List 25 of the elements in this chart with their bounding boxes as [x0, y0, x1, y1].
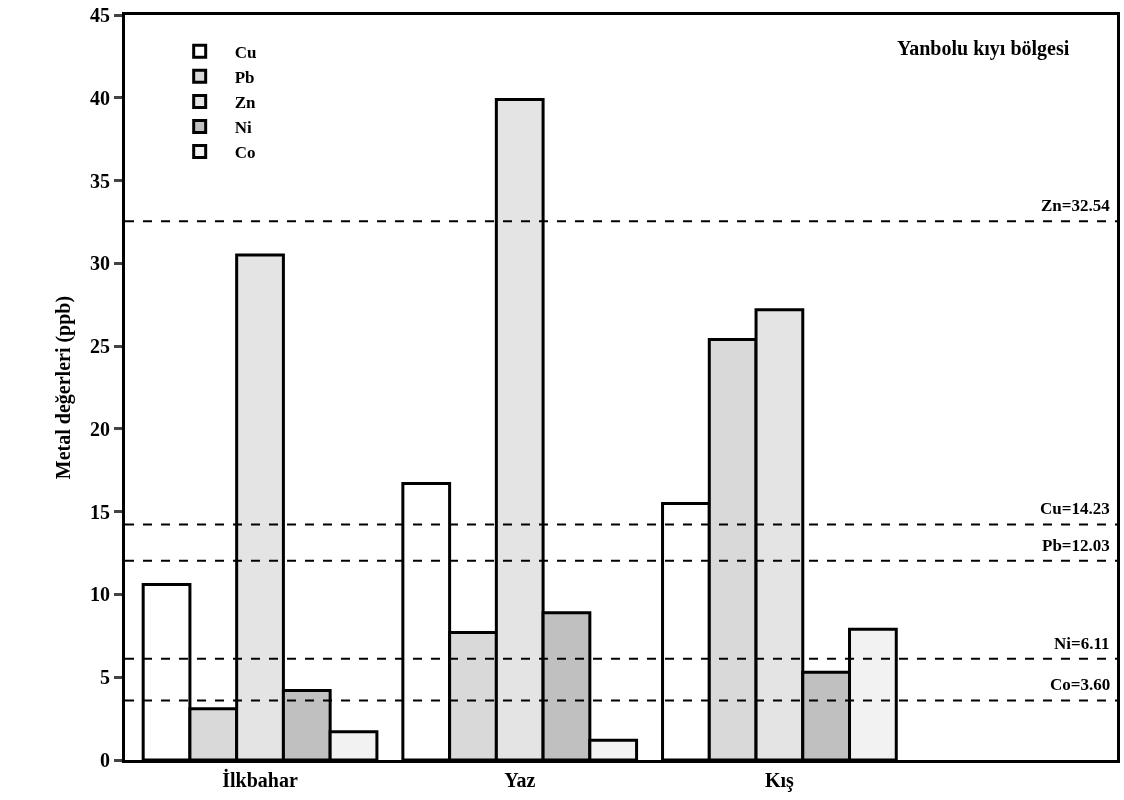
ref-line-label: Pb=12.03: [1042, 536, 1110, 555]
y-tick-label: 20: [90, 417, 110, 440]
y-tick-label: 25: [90, 335, 110, 358]
legend-label: Ni: [234, 118, 252, 138]
y-tick-label: 0: [100, 749, 110, 771]
y-tick-label: 45: [90, 4, 110, 26]
legend-label: Zn: [234, 93, 257, 112]
ref-line-label: Co=3.60: [1050, 675, 1111, 694]
legend-label: Pb: [234, 67, 255, 87]
ref-line-label: Zn=32.54: [1041, 196, 1111, 215]
y-tick-label: 35: [90, 169, 110, 192]
ref-line-label: Ni=6.11: [1054, 634, 1110, 653]
y-axis-title: Metal değerleri (ppb): [51, 295, 75, 480]
y-tick-label: 10: [90, 583, 110, 606]
y-tick-label: 40: [90, 86, 110, 109]
legend-label: Cu: [234, 42, 257, 62]
y-tick-label: 5: [100, 666, 110, 689]
legend-label: Co: [234, 143, 256, 163]
y-tick-label: 30: [90, 252, 110, 275]
x-tick-label: Kış: [764, 769, 795, 792]
x-tick-label: İlkbahar: [222, 768, 298, 791]
text: Yanbolu kıyı bölgesi: [897, 37, 1070, 60]
y-tick-label: 15: [90, 500, 110, 523]
ref-line-label: Cu=14.23: [1040, 499, 1110, 518]
x-tick-label: Yaz: [504, 769, 536, 791]
